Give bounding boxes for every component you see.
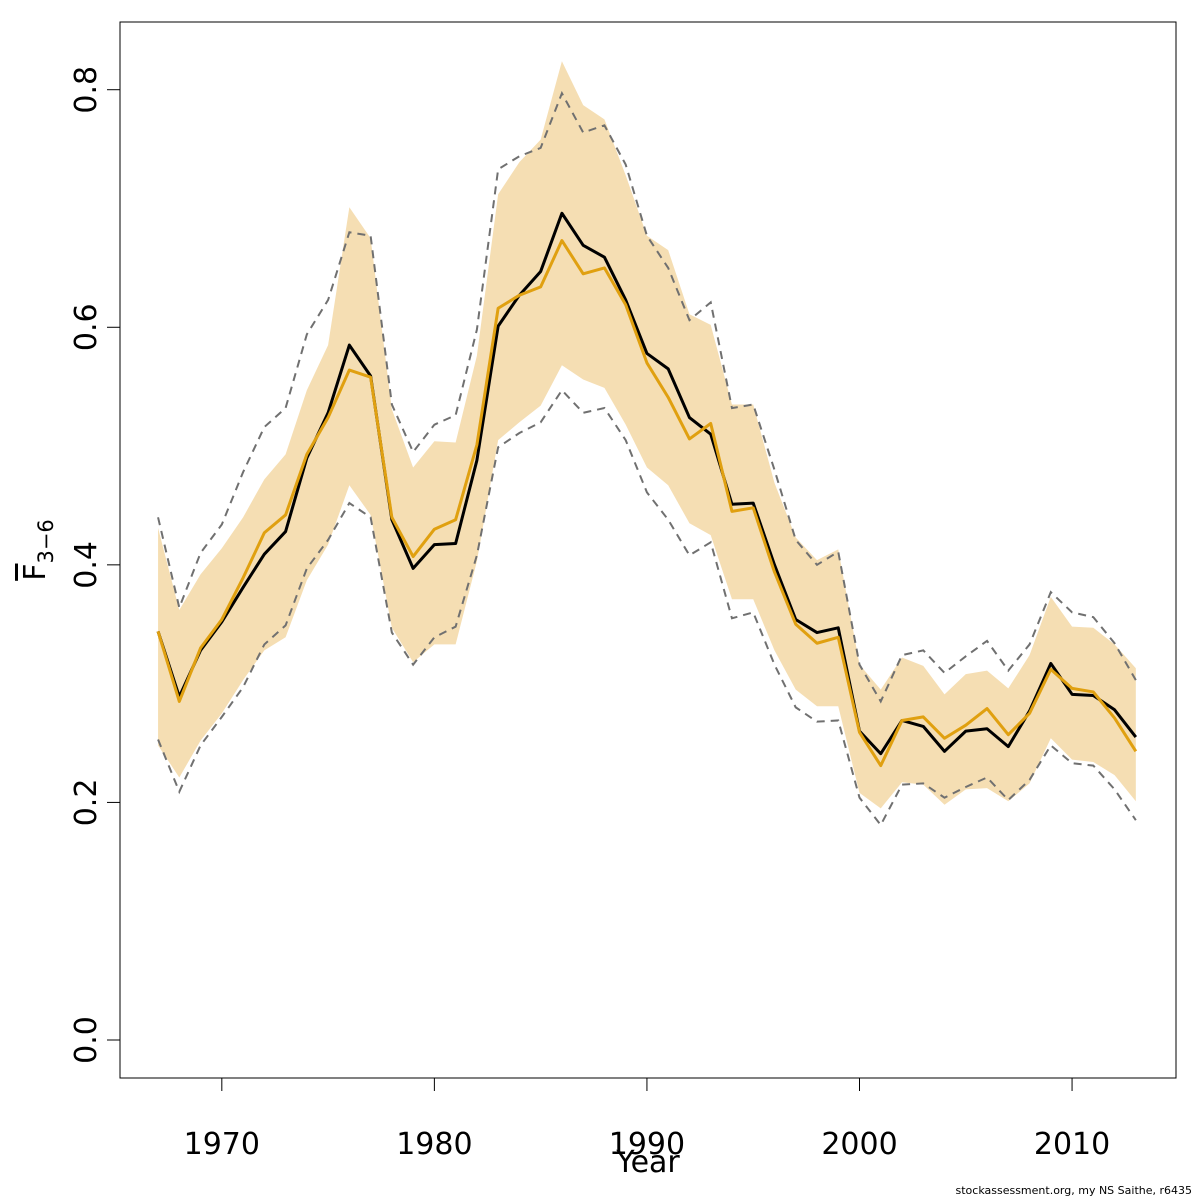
x-tick-label: 2010 xyxy=(1034,1127,1110,1162)
y-tick-label: 0.4 xyxy=(69,541,104,589)
y-label-base: F xyxy=(18,564,53,581)
y-tick-label: 0.6 xyxy=(69,303,104,351)
x-tick-label: 1980 xyxy=(396,1127,472,1162)
x-axis-label: Year xyxy=(615,1145,680,1180)
confidence-band xyxy=(158,61,1136,809)
x-tick-label: 1970 xyxy=(184,1127,260,1162)
plot-area xyxy=(156,61,1138,827)
x-tick-label: 2000 xyxy=(821,1127,897,1162)
y-tick-label: 0.8 xyxy=(69,66,104,114)
y-axis-label: F3−6 xyxy=(18,519,58,581)
series-line xyxy=(156,239,1138,768)
bound-line xyxy=(157,90,1137,704)
x-tick-label: 1990 xyxy=(609,1127,685,1162)
y-tick-label: 0.2 xyxy=(69,779,104,827)
y-tick-label: 0.0 xyxy=(69,1016,104,1064)
y-axis-label-text: F3−6 xyxy=(18,519,58,581)
y-label-subscript: 3−6 xyxy=(34,519,58,563)
bound-line xyxy=(157,388,1137,827)
footer: stockassessment.org, my NS Saithe, r6435 xyxy=(956,1184,1193,1197)
